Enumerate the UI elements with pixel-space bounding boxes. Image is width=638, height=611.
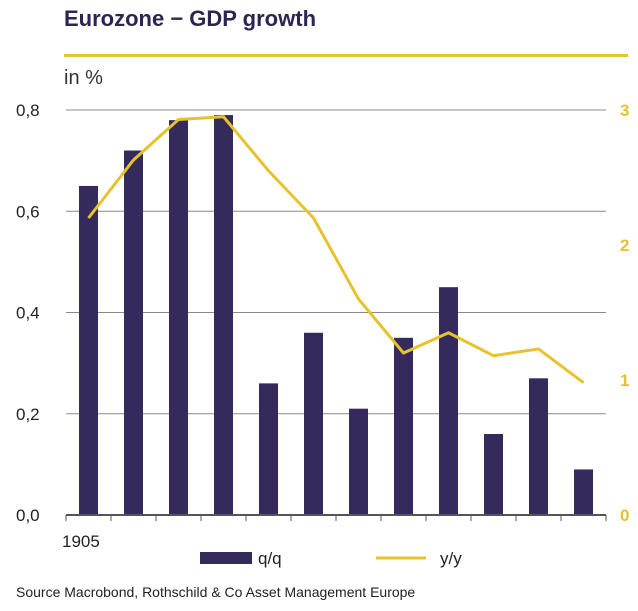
chart-title: Eurozone − GDP growth [64, 6, 317, 31]
bar-q-q [259, 383, 278, 515]
bar-q-q [529, 378, 548, 515]
bar-q-q [574, 469, 593, 515]
legend-label-y-y: y/y [440, 549, 462, 568]
left-axis-tick-label: 0,6 [16, 202, 40, 221]
left-axis-tick-label: 0,2 [16, 405, 40, 424]
right-axis-tick-label: 2 [620, 236, 629, 255]
left-axis-tick-label: 0,4 [16, 304, 40, 323]
title-underline [64, 54, 628, 57]
axes: 0,0 0,2 0,4 0,6 0,8 0 1 2 3 1905 [16, 101, 629, 551]
left-axis-tick-label: 0,0 [16, 506, 40, 525]
bar-q-q [304, 332, 323, 515]
right-axis-tick-label: 1 [620, 371, 629, 390]
line-y-y [87, 115, 585, 384]
bar-q-q [124, 150, 143, 515]
x-axis-tick-label: 1905 [62, 532, 100, 551]
left-axis-tick-label: 0,8 [16, 101, 40, 120]
right-axis-tick-label: 3 [620, 101, 629, 120]
bar-q-q [484, 434, 503, 515]
bar-q-q [349, 408, 368, 515]
line-series [87, 115, 585, 384]
bar-q-q [79, 185, 98, 515]
bar-q-q [169, 120, 188, 515]
right-axis-tick-label: 0 [620, 506, 629, 525]
source-note: Source Macrobond, Rothschild & Co Asset … [16, 584, 416, 600]
grid-lines [66, 109, 606, 415]
legend-swatch-q-q [200, 552, 252, 564]
bar-q-q [214, 115, 233, 515]
bar-q-q [394, 337, 413, 515]
unit-label: in % [64, 67, 103, 89]
bar-q-q [439, 287, 458, 515]
bar-series [79, 115, 593, 515]
legend-label-q-q: q/q [258, 549, 282, 568]
legend: q/q y/y [200, 549, 462, 568]
